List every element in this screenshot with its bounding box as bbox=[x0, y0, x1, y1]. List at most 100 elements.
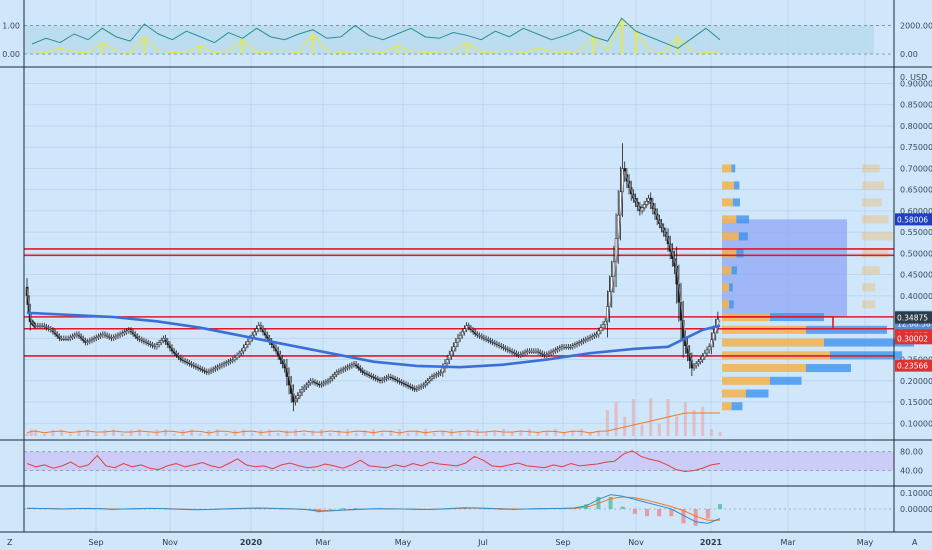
price-tick-0.65000: 0.65000 bbox=[900, 186, 932, 195]
volume-bar bbox=[42, 433, 46, 436]
volume-profile-blue-bar bbox=[806, 325, 887, 334]
volume-profile-orange-bar bbox=[722, 232, 739, 241]
volume-bar bbox=[216, 429, 220, 436]
volume-bar bbox=[60, 429, 64, 436]
volume-profile-orange-bar bbox=[722, 266, 732, 275]
volume-profile-orange-bar bbox=[722, 338, 824, 347]
macd-histogram-bar bbox=[718, 504, 722, 509]
macd-histogram-bar bbox=[341, 508, 346, 509]
volume-bar bbox=[29, 429, 33, 436]
volume-bar bbox=[536, 432, 540, 436]
price-tick-0.20000: 0.20000 bbox=[900, 377, 932, 386]
chart-settings-corner-left[interactable]: Z bbox=[7, 538, 13, 547]
volume-bar bbox=[597, 430, 601, 436]
price-badge-label-12:08:58: 12:08:58 bbox=[897, 319, 931, 328]
volume-bar bbox=[666, 399, 670, 436]
oscillator-spike bbox=[241, 39, 245, 54]
volume-profile-orange-bar bbox=[722, 376, 770, 385]
volume-bar bbox=[103, 429, 107, 436]
volume-bar bbox=[406, 432, 410, 436]
osc-left-tick-0: 0.00 bbox=[2, 50, 20, 59]
price-tick-0.70000: 0.70000 bbox=[900, 164, 932, 173]
volume-bar bbox=[640, 424, 644, 436]
volume-bar bbox=[692, 409, 696, 436]
volume-bar bbox=[77, 429, 81, 436]
oscillator-spike bbox=[198, 45, 202, 54]
price-tick-0.55000: 0.55000 bbox=[900, 228, 932, 237]
volume-bar bbox=[649, 398, 653, 436]
volume-bar bbox=[510, 432, 514, 436]
volume-bar bbox=[614, 401, 618, 436]
candle-body bbox=[642, 204, 646, 208]
time-axis-label-nov: Nov bbox=[162, 538, 178, 547]
auto-scale-toggle[interactable]: A bbox=[912, 538, 918, 547]
macd-tick-010: 0.10000 bbox=[900, 489, 932, 498]
volume-profile-blue-bar bbox=[734, 181, 740, 190]
price-tick-0.10000: 0.10000 bbox=[900, 419, 932, 428]
volume-bar bbox=[302, 433, 306, 436]
price-tick-0.15000: 0.15000 bbox=[900, 398, 932, 407]
rsi-tick-40: 40.00 bbox=[900, 467, 923, 476]
volume-bar bbox=[68, 433, 72, 436]
volume-bar bbox=[631, 398, 635, 436]
time-axis-label-may: May bbox=[857, 538, 874, 547]
volume-bar bbox=[571, 430, 575, 436]
volume-profile-right-bar bbox=[862, 300, 876, 309]
price-badge-label-0.23566: 0.23566 bbox=[897, 362, 928, 371]
volume-profile-blue-bar bbox=[736, 215, 749, 224]
volume-bar bbox=[328, 432, 332, 436]
osc-left-tick-1: 1.00 bbox=[2, 21, 20, 30]
volume-profile-blue-bar bbox=[731, 266, 737, 275]
macd-histogram-bar bbox=[645, 509, 650, 517]
macd-histogram-bar bbox=[705, 509, 710, 519]
volume-bar bbox=[562, 432, 566, 436]
volume-bar bbox=[242, 429, 246, 436]
macd-histogram-bar bbox=[620, 506, 625, 509]
oscillator-yellow-line bbox=[31, 18, 721, 54]
rsi-band bbox=[24, 451, 894, 471]
price-badge-label-0.34875: 0.34875 bbox=[897, 314, 928, 323]
volume-profile-right-bar bbox=[862, 164, 880, 173]
oscillator-spike bbox=[142, 36, 146, 54]
volume-bar bbox=[86, 429, 90, 436]
volume-profile-right-bar bbox=[862, 249, 889, 258]
volume-bar bbox=[337, 430, 341, 436]
price-badge-0.34875 bbox=[895, 311, 932, 324]
volume-bar bbox=[285, 430, 289, 436]
volume-profile-blue-bar bbox=[729, 283, 733, 292]
price-tick-0.50000: 0.50000 bbox=[900, 249, 932, 258]
volume-bar bbox=[250, 433, 254, 436]
time-axis-label-2020: 2020 bbox=[240, 538, 263, 547]
oscillator-band bbox=[24, 25, 874, 54]
volume-bar bbox=[493, 430, 497, 436]
price-badge-0.23566 bbox=[895, 359, 932, 372]
volume-bar bbox=[94, 433, 98, 436]
oscillator-spike bbox=[620, 19, 624, 54]
volume-bar bbox=[138, 429, 142, 436]
volume-bar bbox=[294, 429, 298, 436]
macd-histogram-bar bbox=[353, 508, 358, 509]
volume-bar bbox=[172, 433, 176, 436]
price-tick-0.85000: 0.85000 bbox=[900, 101, 932, 110]
oscillator-teal-line bbox=[31, 17, 721, 49]
rsi-tick-80: 80.00 bbox=[900, 448, 923, 457]
volume-bar bbox=[718, 431, 722, 436]
volume-profile-blue-bar bbox=[738, 232, 748, 241]
volume-profile-orange-bar bbox=[722, 364, 806, 373]
price-tick-0.75000: 0.75000 bbox=[900, 143, 932, 152]
volume-bar bbox=[432, 432, 436, 436]
volume-profile-orange-bar bbox=[722, 198, 733, 207]
price-badge-label-0.58006: 0.58006 bbox=[897, 215, 928, 224]
price-badges: 0.580060.3506512:08:580.348750.307370.30… bbox=[895, 213, 932, 372]
rsi-line bbox=[26, 450, 721, 473]
volume-bar bbox=[129, 429, 133, 436]
volume-bar bbox=[458, 432, 462, 436]
volume-bar bbox=[441, 430, 445, 436]
volume-bar bbox=[198, 433, 202, 436]
oscillator-spike bbox=[100, 42, 104, 54]
macd-panel: 0.10000 0.00000 bbox=[24, 489, 932, 526]
volume-profile-orange-bar bbox=[722, 389, 746, 398]
volume-bar bbox=[363, 430, 367, 436]
volume-profile-blue-bar bbox=[732, 198, 740, 207]
